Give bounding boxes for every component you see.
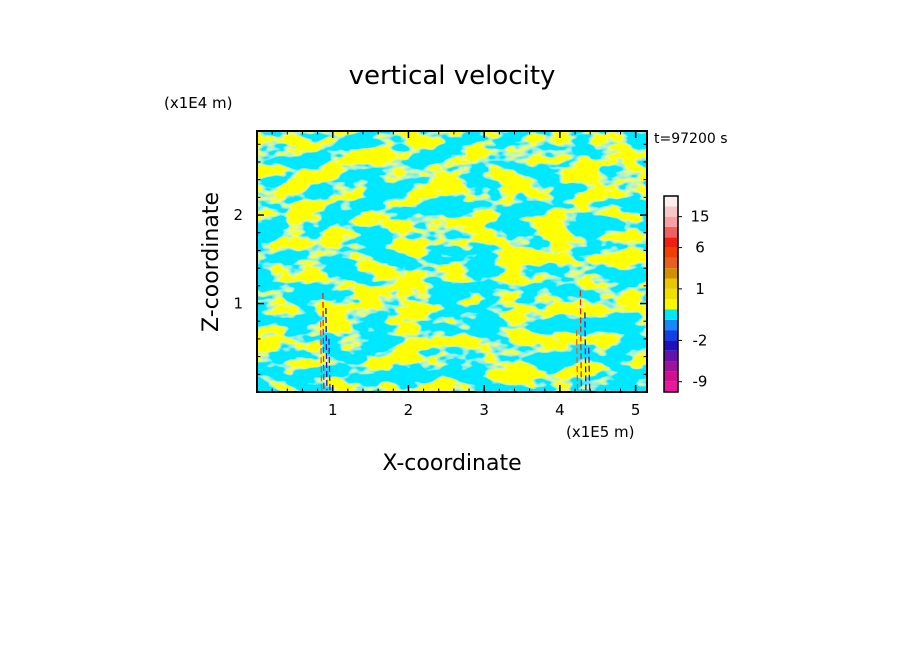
colorbar-swatch [664,196,678,207]
x-tick-label: 4 [555,401,565,419]
colorbar-label: -9 [693,373,708,391]
convective-core [579,290,583,391]
colorbar-swatch [664,309,678,320]
colorbar-swatch [664,268,678,279]
convective-core [584,312,587,391]
colorbar-label: 15 [690,208,709,226]
y-tick-label: 2 [233,206,243,224]
y-axis-label: Z-coordinate [199,192,224,332]
colorbar-swatch [664,237,678,248]
heatmap-field [257,131,647,392]
x-tick-label: 3 [479,401,489,419]
colorbar-swatch [664,257,678,269]
plot-frame [256,130,648,393]
colorbar-swatch [664,247,678,258]
colorbar-label: 6 [695,239,705,257]
time-label: t=97200 s [654,131,728,147]
convective-core [588,347,591,391]
x-tick-label: 1 [328,401,338,419]
colorbar-swatch [664,330,678,341]
y-unit-label: (x1E4 m) [164,94,233,112]
colorbar-swatch [664,288,678,300]
y-axis: 12 [233,143,647,375]
colorbar-swatch [664,278,678,289]
chart-title: vertical velocity [349,61,556,91]
convective-core [575,330,579,391]
colorbar-swatch [664,299,678,310]
convective-spikes [319,290,591,391]
x-tick-label: 2 [404,401,414,419]
y-tick-label: 1 [233,295,243,313]
colorbar-label: -2 [693,331,708,349]
convective-core [322,292,325,391]
colorbar-swatch [664,361,678,372]
colorbar-swatch [664,340,678,351]
colorbar-swatch [664,350,678,362]
colorbar-swatch [664,319,678,331]
x-axis: 1 2 3 4 5 [271,131,641,419]
x-axis-label: X-coordinate [382,451,521,476]
colorbar-frame [663,195,679,393]
colorbar-swatch [664,371,678,382]
x-unit-label: (x1E5 m) [566,423,635,441]
colorbar-swatch [664,216,678,227]
convective-core [325,307,328,391]
convective-core [319,321,323,391]
colorbar-swatch [664,226,678,238]
colorbar: 15 6 1 -2 -9 [663,195,710,393]
colorbar-swatch [664,381,678,392]
colorbar-label: 1 [695,280,705,298]
velocity-field [257,131,647,392]
colorbar-swatch [664,206,678,217]
x-tick-label: 5 [631,401,641,419]
